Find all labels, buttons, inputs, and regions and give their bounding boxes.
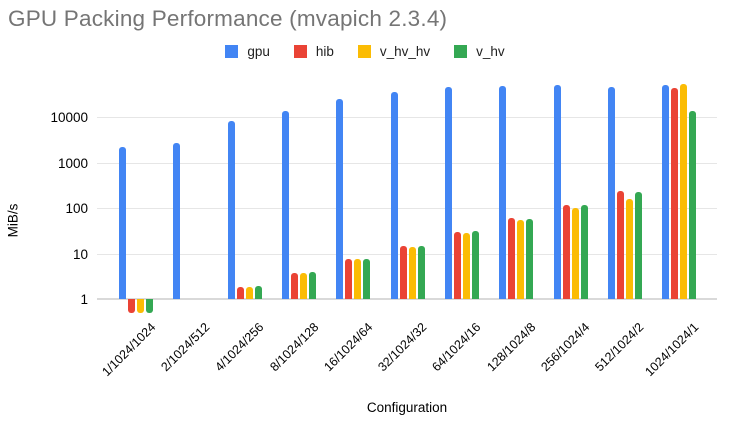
legend-item-gpu[interactable]: gpu <box>225 44 270 59</box>
y-axis-tick-label: 100 <box>65 201 88 217</box>
y-axis-tick-label: 10000 <box>50 110 88 126</box>
legend-item-v_hv[interactable]: v_hv <box>454 44 505 59</box>
x-axis-category-label: 32/1024/32 <box>375 320 430 375</box>
bar-hib[interactable] <box>345 259 353 299</box>
bar-hib[interactable] <box>671 87 679 299</box>
bar-v_hv[interactable] <box>146 299 154 313</box>
x-axis-category-label: 64/1024/16 <box>429 320 484 375</box>
legend-swatch-v_hv <box>454 44 468 58</box>
x-axis-category-label: 4/1024/256 <box>212 320 267 375</box>
gridline <box>97 253 717 255</box>
x-axis-category-label: 1/1024/1024 <box>99 320 159 380</box>
chart-title: GPU Packing Performance (mvapich 2.3.4) <box>8 6 448 31</box>
y-axis-tick-label: 1000 <box>57 155 88 171</box>
bar-v_hv_hv[interactable] <box>300 272 308 299</box>
bar-gpu[interactable] <box>119 147 127 299</box>
bar-hib[interactable] <box>236 286 244 299</box>
bar-hib[interactable] <box>562 204 570 299</box>
baseline-gridline <box>97 298 717 300</box>
bar-v_hv[interactable] <box>309 272 317 299</box>
x-axis-category-label: 512/1024/2 <box>592 320 647 375</box>
bar-v_hv_hv[interactable] <box>245 286 253 299</box>
bar-gpu[interactable] <box>607 87 615 299</box>
bar-v_hv_hv[interactable] <box>571 208 579 299</box>
bar-hib[interactable] <box>128 299 136 313</box>
legend-item-hib[interactable]: hib <box>293 43 334 59</box>
x-axis-category-label: 2/1024/512 <box>158 320 213 375</box>
bar-v_hv_hv[interactable] <box>354 259 362 299</box>
bar-v_hv[interactable] <box>471 231 479 299</box>
legend-swatch-hib <box>293 44 307 58</box>
bar-v_hv_hv[interactable] <box>462 232 470 299</box>
bar-v_hv_hv[interactable] <box>408 246 416 299</box>
bar-v_hv[interactable] <box>634 192 642 299</box>
bar-v_hv[interactable] <box>689 111 697 299</box>
y-axis-tick-label: 10 <box>72 246 88 262</box>
bar-gpu[interactable] <box>282 111 290 299</box>
bar-v_hv_hv[interactable] <box>137 299 145 313</box>
bar-gpu[interactable] <box>173 142 181 299</box>
legend-label: v_hv <box>476 43 505 59</box>
bar-v_hv[interactable] <box>580 204 588 299</box>
x-axis-category-label: 1024/1024/1 <box>642 320 702 380</box>
y-axis-title: MiB/s <box>5 203 21 238</box>
y-axis-tick-label: 1 <box>80 292 88 307</box>
bar-hib[interactable] <box>291 272 299 299</box>
gridline <box>97 117 717 119</box>
bar-v_hv_hv[interactable] <box>625 198 633 299</box>
legend: gpu hib v_hv_hv v_hv <box>0 41 730 61</box>
bar-hib[interactable] <box>453 231 461 299</box>
x-axis-category-label: 8/1024/128 <box>266 320 321 375</box>
x-axis-category-label: 128/1024/8 <box>484 320 539 375</box>
bar-v_hv[interactable] <box>254 286 262 299</box>
bar-gpu[interactable] <box>444 87 452 299</box>
bar-gpu[interactable] <box>499 86 507 299</box>
legend-item-v_hv_hv[interactable]: v_hv_hv <box>357 43 431 59</box>
bar-hib[interactable] <box>508 218 516 299</box>
legend-label: hib <box>315 43 334 59</box>
x-axis-title: Configuration <box>366 400 448 415</box>
bar-v_hv_hv[interactable] <box>680 84 688 299</box>
bar-gpu[interactable] <box>553 84 561 299</box>
legend-swatch-gpu <box>225 44 239 58</box>
gridline <box>97 208 717 210</box>
bar-gpu[interactable] <box>227 120 235 299</box>
bar-gpu[interactable] <box>336 98 344 299</box>
legend-label: v_hv_hv <box>379 43 431 59</box>
bar-hib[interactable] <box>616 190 624 299</box>
x-axis-category-label: 256/1024/4 <box>538 320 593 375</box>
bar-gpu[interactable] <box>662 85 670 299</box>
x-axis-category-label: 16/1024/64 <box>321 320 376 375</box>
bar-gpu[interactable] <box>390 92 398 299</box>
legend-swatch-v_hv_hv <box>357 44 371 58</box>
bar-v_hv[interactable] <box>417 245 425 299</box>
bar-v_hv_hv[interactable] <box>517 219 525 299</box>
bar-v_hv[interactable] <box>363 259 371 299</box>
bar-hib[interactable] <box>399 245 407 299</box>
bar-v_hv[interactable] <box>526 218 534 299</box>
gridline <box>97 162 717 164</box>
legend-label: gpu <box>247 43 270 59</box>
